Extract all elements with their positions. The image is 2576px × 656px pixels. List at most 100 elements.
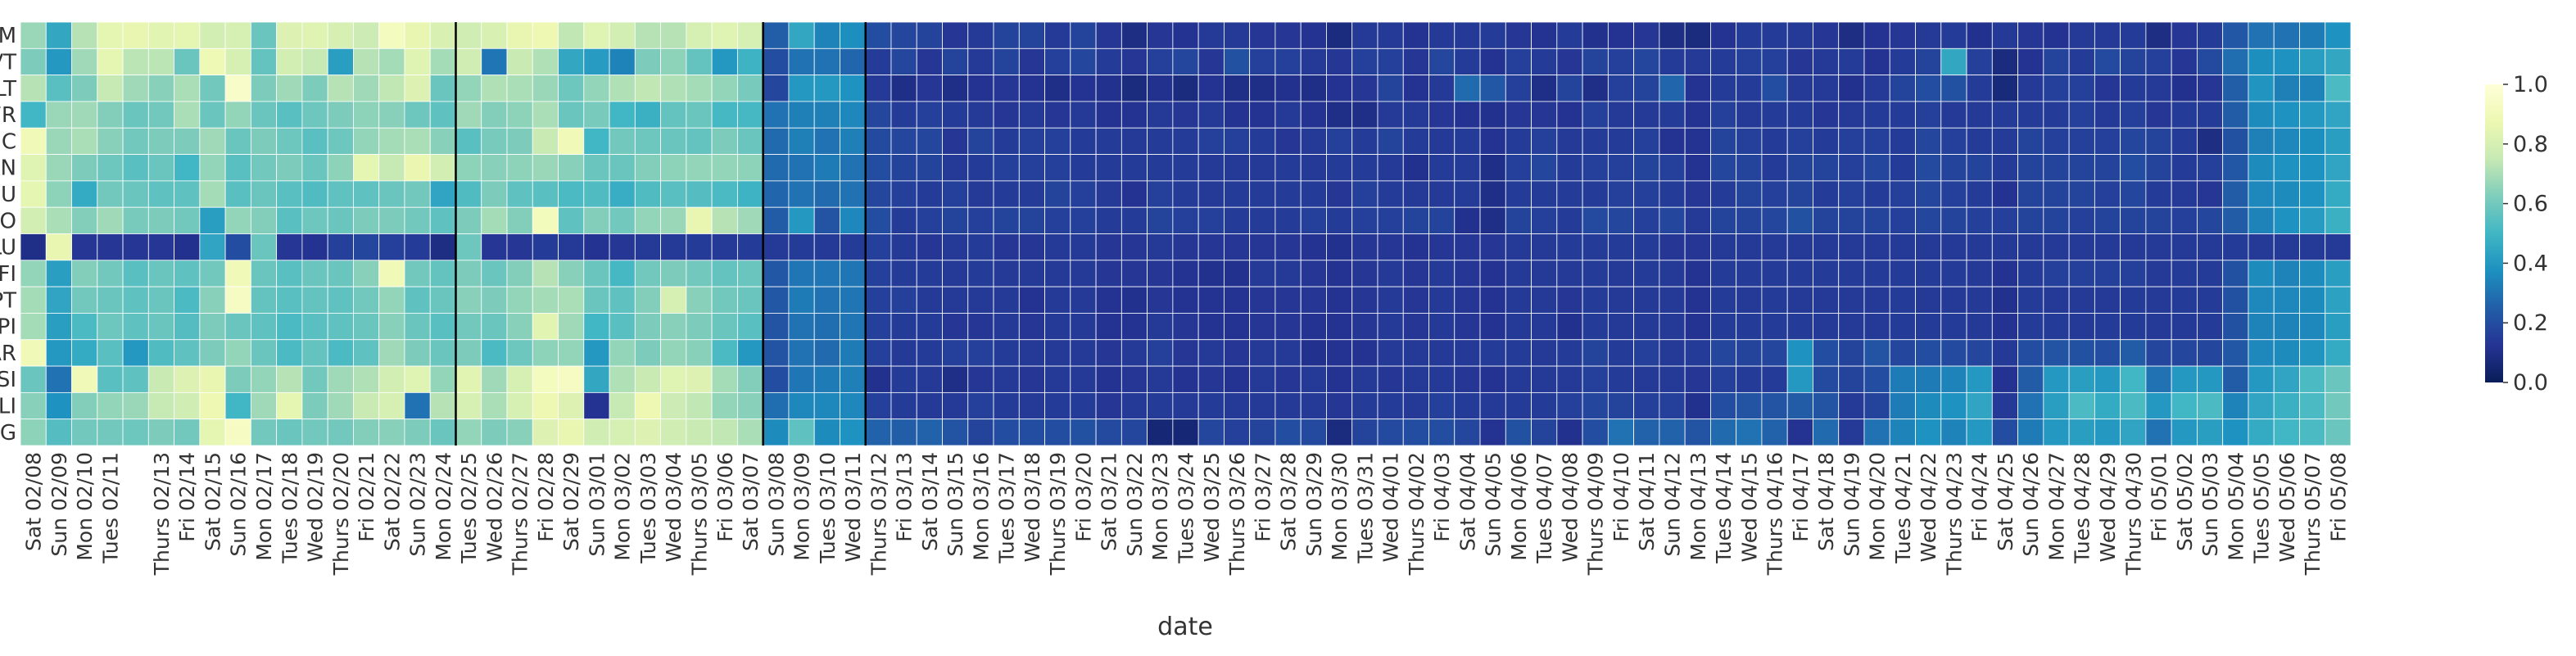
heatmap-cell [1044, 21, 1071, 49]
heatmap-cell [763, 127, 790, 155]
heatmap-cell [45, 206, 72, 234]
heatmap-cell [2197, 180, 2224, 208]
heatmap-cell [378, 391, 405, 420]
heatmap-cell [1736, 48, 1763, 76]
heatmap-cell [224, 260, 251, 287]
heatmap-cell [1966, 127, 1993, 155]
heatmap-cell [122, 180, 149, 208]
heatmap-cell [353, 260, 380, 287]
heatmap-cell [2145, 365, 2172, 393]
heatmap-cell [967, 21, 994, 49]
heatmap-cell [250, 127, 278, 155]
heatmap-cell [429, 21, 456, 49]
heatmap-cell [1710, 101, 1737, 129]
heatmap-cell [71, 206, 98, 234]
column-label: Fri 05/01 [2148, 452, 2171, 542]
heatmap-cell [1479, 339, 1506, 367]
heatmap-cell [20, 233, 47, 261]
column-label: Sun 03/01 [585, 452, 609, 557]
heatmap-cell [1044, 75, 1071, 102]
heatmap-cell [1402, 21, 1429, 49]
heatmap-cell [686, 101, 713, 129]
heatmap-cell [1147, 48, 1174, 76]
heatmap-cell [2120, 154, 2147, 182]
column-label: Wed 03/04 [662, 452, 686, 563]
heatmap-cell [1633, 206, 1660, 234]
heatmap-cell [147, 206, 174, 234]
heatmap-cell [2299, 313, 2326, 341]
heatmap-cell [1786, 339, 1813, 367]
heatmap-cell [199, 206, 226, 234]
heatmap-cell [1479, 21, 1506, 49]
heatmap-cell [1633, 21, 1660, 49]
heatmap-cell [147, 260, 174, 287]
heatmap-cell [2043, 101, 2070, 129]
heatmap-cell [1428, 101, 1456, 129]
heatmap-cell [1889, 206, 1916, 234]
heatmap-cell [1095, 154, 1122, 182]
row-label: SI [0, 368, 16, 392]
heatmap-cell [1531, 48, 1558, 76]
heatmap-cell [378, 418, 405, 446]
heatmap-cell [2248, 233, 2275, 261]
heatmap-cell [2222, 206, 2249, 234]
heatmap-cell [532, 101, 559, 129]
heatmap-cell [455, 75, 482, 102]
heatmap-cell [993, 48, 1020, 76]
heatmap-cell [1479, 313, 1506, 341]
heatmap-cell [250, 233, 278, 261]
heatmap-cell [506, 21, 533, 49]
heatmap-cell [1889, 286, 1916, 314]
column-label: Tues 02/11 [98, 452, 122, 564]
heatmap-cell [1377, 206, 1404, 234]
heatmap-cell [967, 127, 994, 155]
heatmap-cell [1377, 286, 1404, 314]
heatmap-cell [2171, 101, 2198, 129]
colorbar-tick-label: 0.6 [2513, 192, 2548, 217]
heatmap-cell [967, 101, 994, 129]
heatmap-cell [2043, 180, 2070, 208]
heatmap-cell [1659, 313, 1686, 341]
heatmap-cell [1863, 180, 1890, 208]
heatmap-cell [122, 206, 149, 234]
heatmap-cell [1120, 365, 1148, 393]
heatmap-cell [813, 391, 840, 420]
heatmap-cell [2068, 286, 2095, 314]
heatmap-cell [1863, 365, 1890, 393]
heatmap-cell [429, 339, 456, 367]
heatmap-cell [1402, 365, 1429, 393]
heatmap-cell [763, 286, 790, 314]
heatmap-cell [199, 233, 226, 261]
heatmap-cell [1224, 48, 1251, 76]
heatmap-cell [429, 48, 456, 76]
heatmap-cell [1991, 313, 2018, 341]
heatmap-cell [481, 21, 508, 49]
heatmap-cell [1940, 206, 1967, 234]
heatmap-cell [942, 206, 969, 234]
heatmap-cell [122, 313, 149, 341]
heatmap-cell [916, 48, 943, 76]
heatmap-cell [174, 313, 201, 341]
heatmap-cell [1710, 21, 1737, 49]
heatmap-cell [2197, 339, 2224, 367]
heatmap-cell [97, 180, 124, 208]
heatmap-cell [224, 391, 251, 420]
heatmap-cell [301, 286, 328, 314]
heatmap-cell [1505, 391, 1532, 420]
heatmap-cell [1786, 233, 1813, 261]
heatmap-cell [1326, 286, 1353, 314]
heatmap-cell [1172, 48, 1199, 76]
heatmap-cell [122, 48, 149, 76]
heatmap-cell [250, 21, 278, 49]
heatmap-cell [916, 286, 943, 314]
heatmap-cell [1070, 286, 1097, 314]
column-label: Fri 03/13 [893, 452, 917, 542]
heatmap-cell [2120, 75, 2147, 102]
heatmap-cell [224, 339, 251, 367]
heatmap-cell [1889, 233, 1916, 261]
heatmap-cell [250, 154, 278, 182]
heatmap-cell [1454, 391, 1481, 420]
heatmap-cell [865, 365, 892, 393]
heatmap-cell [1940, 75, 1967, 102]
heatmap-cell [71, 391, 98, 420]
